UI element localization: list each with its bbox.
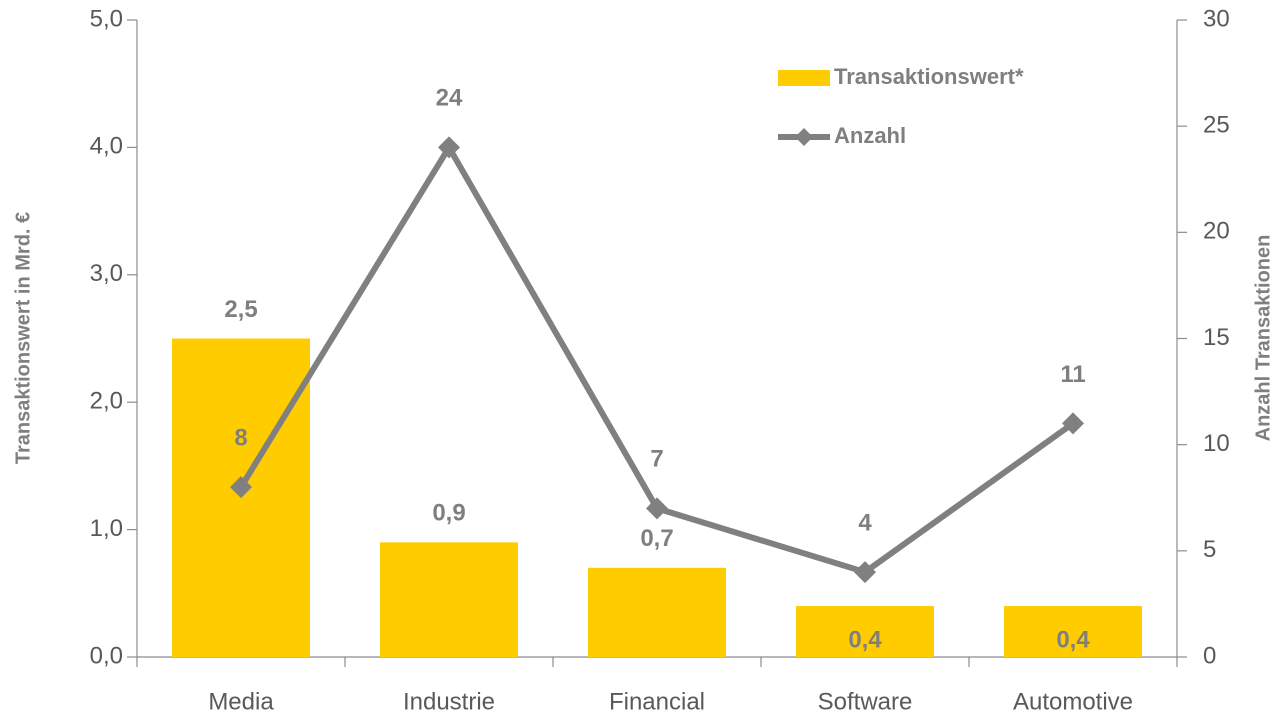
legend-label: Transaktionswert*	[834, 64, 1024, 89]
line-marker	[438, 136, 460, 159]
y2-tick-label: 0	[1203, 642, 1216, 669]
line-label: 8	[234, 424, 247, 451]
line-marker	[1062, 412, 1084, 435]
y2-tick-label: 30	[1203, 5, 1230, 32]
bar	[380, 542, 518, 657]
bar-label: 0,7	[640, 525, 673, 552]
line-marker	[230, 476, 252, 499]
x-tick-label: Automotive	[1013, 688, 1133, 715]
line-marker	[646, 497, 668, 520]
bar-label: 0,4	[1056, 626, 1090, 653]
y-tick-label: 0,0	[90, 642, 123, 669]
y-tick-label: 3,0	[90, 260, 123, 287]
y2-tick-label: 15	[1203, 324, 1230, 351]
x-tick-label: Financial	[609, 688, 705, 715]
x-tick-label: Media	[208, 688, 274, 715]
x-tick-label: Software	[818, 688, 913, 715]
line-label: 4	[858, 509, 872, 536]
bar	[1004, 606, 1142, 657]
y2-tick-label: 10	[1203, 430, 1230, 457]
line-marker	[854, 561, 876, 584]
y2-tick-label: 25	[1203, 112, 1230, 139]
y-tick-label: 1,0	[90, 515, 123, 542]
x-tick-label: Industrie	[403, 688, 495, 715]
bar	[796, 606, 934, 657]
bar-label: 0,9	[432, 500, 465, 527]
line-label: 11	[1060, 361, 1085, 388]
y2-tick-label: 5	[1203, 536, 1216, 563]
bar-label: 0,4	[848, 626, 882, 653]
bar-label: 2,5	[224, 296, 257, 323]
legend-swatch	[778, 70, 830, 86]
y2-tick-label: 20	[1203, 218, 1230, 245]
y-tick-label: 5,0	[90, 5, 123, 32]
line-label: 24	[436, 85, 463, 112]
y-tick-label: 2,0	[90, 388, 123, 415]
legend-label: Anzahl	[834, 123, 906, 148]
y2-axis-title: Anzahl Transaktionen	[1252, 235, 1274, 442]
bar	[588, 567, 726, 657]
legend-marker	[795, 128, 813, 146]
y-tick-label: 4,0	[90, 133, 123, 160]
line-label: 7	[650, 446, 663, 473]
y-axis-title: Transaktionswert in Mrd. €	[12, 212, 34, 464]
